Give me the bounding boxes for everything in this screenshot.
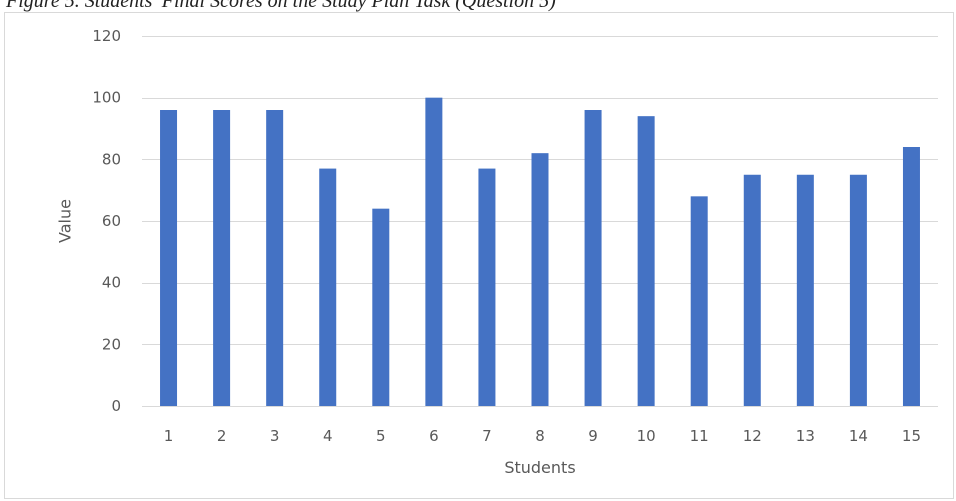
bar [902, 147, 920, 406]
x-tick-label: 7 [482, 427, 492, 445]
bar [690, 196, 708, 406]
y-axis-ticks: 0 20 40 60 80 100 120 [92, 27, 121, 415]
figure-caption-strip: Figure 5. Students' Final Scores on the … [0, 0, 956, 14]
bar [266, 110, 284, 406]
x-tick-label: 14 [849, 427, 868, 445]
bar [531, 153, 549, 406]
y-tick-label: 60 [102, 212, 121, 230]
x-tick-label: 3 [270, 427, 280, 445]
bar [637, 116, 655, 407]
bar [849, 174, 867, 406]
bar [213, 110, 231, 406]
x-tick-label: 6 [429, 427, 439, 445]
bar [319, 168, 337, 406]
y-tick-label: 120 [92, 27, 121, 45]
figure-caption: Figure 5. Students' Final Scores on the … [6, 0, 556, 12]
x-tick-label: 1 [164, 427, 174, 445]
bar [478, 168, 496, 406]
x-axis-title: Students [504, 458, 575, 477]
y-tick-label: 80 [102, 150, 121, 168]
bars [160, 97, 920, 407]
y-tick-label: 100 [92, 89, 121, 107]
bar [796, 174, 814, 406]
y-tick-label: 0 [111, 397, 121, 415]
x-tick-label: 5 [376, 427, 386, 445]
y-axis-title: Value [56, 199, 75, 243]
x-tick-label: 13 [796, 427, 815, 445]
bar [160, 110, 178, 406]
x-tick-label: 4 [323, 427, 333, 445]
x-tick-label: 12 [743, 427, 762, 445]
bar [743, 174, 761, 406]
bar [425, 97, 443, 407]
bar [584, 110, 602, 406]
x-tick-label: 10 [637, 427, 656, 445]
bar [372, 208, 390, 406]
x-axis-ticks: 1 2 3 4 5 6 7 8 9 10 11 12 13 14 15 [164, 427, 921, 445]
x-tick-label: 11 [690, 427, 709, 445]
y-tick-label: 20 [102, 335, 121, 353]
x-tick-label: 8 [535, 427, 545, 445]
y-tick-label: 40 [102, 274, 121, 292]
x-tick-label: 9 [588, 427, 598, 445]
x-tick-label: 2 [217, 427, 227, 445]
x-tick-label: 15 [902, 427, 921, 445]
